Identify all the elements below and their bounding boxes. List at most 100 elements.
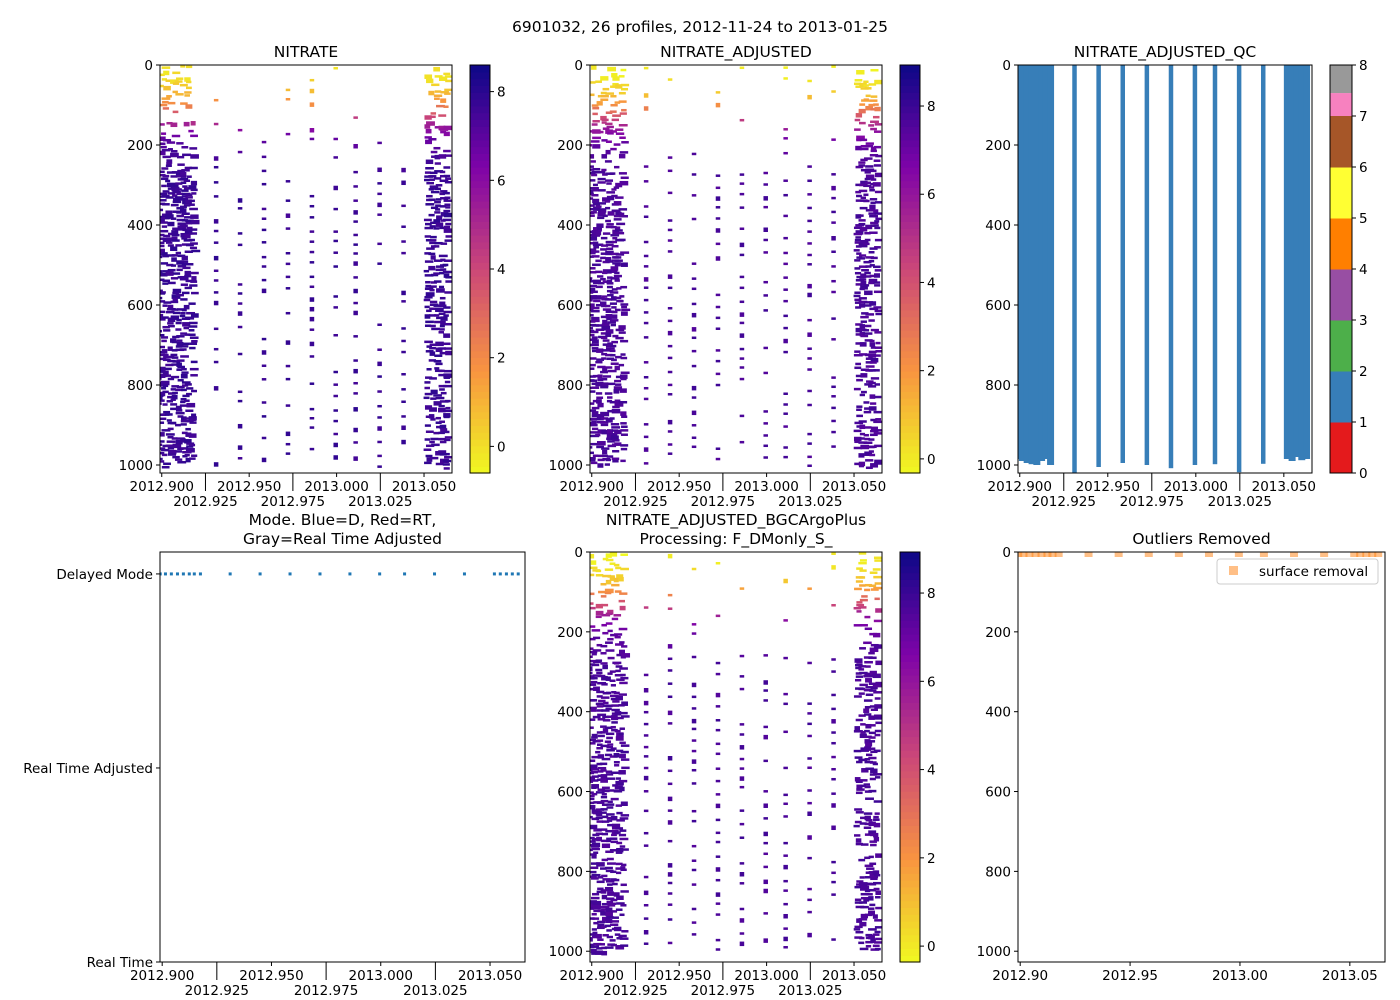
heatmap-cell xyxy=(614,729,621,733)
heatmap-cell xyxy=(855,675,863,678)
qc-bar xyxy=(1096,65,1101,467)
chart-title-line1: Mode. Blue=D, Red=RT, xyxy=(249,511,437,529)
heatmap-cell xyxy=(611,432,618,438)
heatmap-cell xyxy=(854,259,861,262)
heatmap-cell xyxy=(864,876,872,879)
heatmap-cell xyxy=(618,779,628,783)
heatmap-cell xyxy=(377,465,382,468)
heatmap-cell xyxy=(606,777,616,780)
heatmap-cell xyxy=(176,260,185,265)
heatmap-cell xyxy=(873,941,882,944)
heatmap-cell xyxy=(600,911,607,916)
heatmap-cell xyxy=(854,118,861,122)
heatmap-cell xyxy=(439,328,445,331)
heatmap-cell xyxy=(171,257,177,262)
heatmap-cell xyxy=(858,882,868,887)
heatmap-cell xyxy=(831,65,836,68)
y-tick-label: 800 xyxy=(985,378,1011,394)
heatmap-cell xyxy=(855,199,865,202)
colorbar-segment xyxy=(900,411,920,420)
heatmap-cell xyxy=(444,452,450,456)
heatmap-cell xyxy=(874,812,880,815)
heatmap-cell xyxy=(434,75,443,78)
heatmap-cell xyxy=(190,180,198,186)
heatmap-cell xyxy=(613,214,622,218)
heatmap-cell xyxy=(180,283,188,286)
heatmap-cell xyxy=(615,211,622,217)
heatmap-cell xyxy=(172,288,182,294)
heatmap-cell xyxy=(285,262,291,266)
heatmap-cell xyxy=(596,441,606,446)
heatmap-cell xyxy=(309,447,315,451)
heatmap-cell xyxy=(854,421,864,425)
heatmap-cell xyxy=(377,404,382,408)
heatmap-cell xyxy=(863,193,869,197)
outlier-point xyxy=(1019,552,1028,557)
heatmap-cell xyxy=(353,335,358,338)
heatmap-cell xyxy=(426,345,432,348)
heatmap-cell xyxy=(605,347,615,350)
heatmap-cell xyxy=(596,739,604,742)
heatmap-cell xyxy=(612,76,620,81)
heatmap-cell xyxy=(867,907,875,910)
colorbar-segment xyxy=(470,221,490,229)
x-tick-label: 2012.975 xyxy=(691,494,755,510)
heatmap-cell xyxy=(182,197,189,203)
heatmap-cell xyxy=(443,225,451,231)
heatmap-cell xyxy=(610,870,617,874)
colorbar-segment xyxy=(470,445,490,454)
heatmap-cell xyxy=(855,811,864,814)
heatmap-cell xyxy=(261,207,267,211)
mode-point xyxy=(498,572,502,576)
panel-nitrate_adjusted_qc: NITRATE_ADJUSTED_QC2012.9002012.9252012.… xyxy=(977,43,1368,510)
heatmap-cell xyxy=(783,326,788,330)
heatmap-cell xyxy=(592,399,599,403)
heatmap-cell xyxy=(606,935,614,939)
heatmap-cell xyxy=(600,252,607,255)
y-tick-label: Real Time xyxy=(87,955,153,971)
heatmap-cell xyxy=(444,291,452,294)
heatmap-cell xyxy=(868,353,877,358)
heatmap-cell xyxy=(783,946,788,949)
heatmap-cell xyxy=(185,104,193,109)
heatmap-cell xyxy=(763,183,768,186)
heatmap-cell xyxy=(438,114,447,117)
heatmap-cell xyxy=(691,217,697,221)
heatmap-cell xyxy=(181,345,189,348)
heatmap-cell xyxy=(184,270,191,276)
heatmap-cell xyxy=(590,442,598,446)
heatmap-cell xyxy=(863,675,871,678)
heatmap-cell xyxy=(618,627,628,631)
y-tick-label: 800 xyxy=(557,864,583,880)
heatmap-cell xyxy=(590,870,597,874)
heatmap-cell xyxy=(237,150,243,154)
heatmap-cell xyxy=(868,169,877,173)
heatmap-cell xyxy=(189,457,196,460)
heatmap-cell xyxy=(620,176,629,180)
heatmap-cell xyxy=(160,103,168,107)
heatmap-cell xyxy=(309,306,315,312)
heatmap-cell xyxy=(667,239,673,242)
heatmap-cell xyxy=(161,448,170,452)
heatmap-cell xyxy=(606,837,612,843)
heatmap-cell xyxy=(429,456,439,460)
heatmap-cell xyxy=(183,417,192,420)
y-tick-label: 600 xyxy=(557,298,583,314)
heatmap-cell xyxy=(591,733,598,739)
heatmap-cell xyxy=(667,228,673,232)
heatmap-cell xyxy=(591,193,599,197)
heatmap-cell xyxy=(643,755,649,758)
heatmap-cell xyxy=(864,790,872,793)
heatmap-cell xyxy=(831,871,836,875)
heatmap-cell xyxy=(870,201,876,205)
x-tick-label: 2012.975 xyxy=(261,494,325,510)
heatmap-cell xyxy=(309,285,315,289)
heatmap-cell xyxy=(875,341,881,345)
heatmap-cell xyxy=(715,217,721,220)
heatmap-cell xyxy=(607,211,615,216)
heatmap-cell xyxy=(425,292,435,297)
colorbar-segment xyxy=(900,316,920,324)
heatmap-cell xyxy=(872,182,881,187)
heatmap-cell xyxy=(860,334,869,338)
heatmap-cell xyxy=(600,662,608,665)
